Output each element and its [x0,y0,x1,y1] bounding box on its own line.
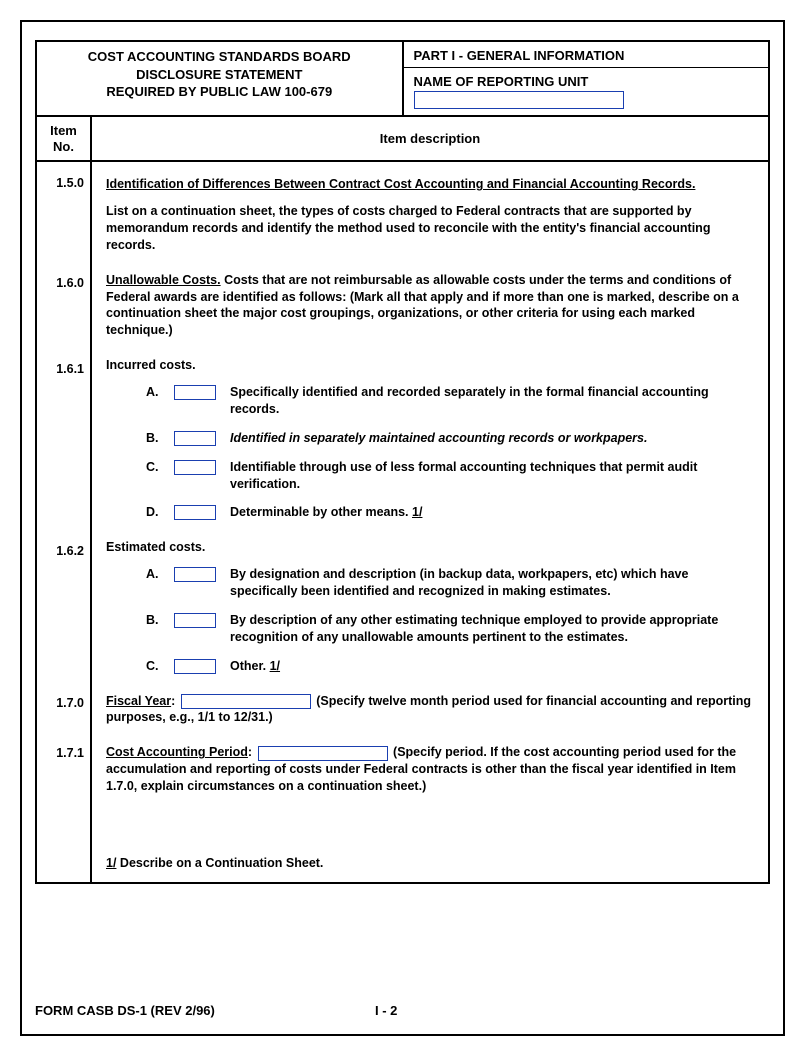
footnote: 1/ Describe on a Continuation Sheet. [106,855,754,872]
opt-162-c: Other. 1/ [230,658,754,675]
page-footer: FORM CASB DS-1 (REV 2/96) I - 2 [35,1003,735,1018]
title-170: Fiscal Year [106,694,171,708]
fiscal-year-input[interactable] [181,694,311,709]
header-line2: DISCLOSURE STATEMENT [47,66,392,84]
section-150: Identification of Differences Between Co… [106,176,754,254]
checkbox-161-d[interactable] [174,505,216,520]
section-160: Unallowable Costs. Costs that are not re… [106,272,754,340]
opt-161-a: Specifically identified and recorded sep… [230,384,754,418]
opt-162-b-letter: B. [146,612,174,629]
body-150: List on a continuation sheet, the types … [106,203,754,254]
opt-161-b: Identified in separately maintained acco… [230,430,754,447]
title-171: Cost Accounting Period [106,745,248,759]
item-no-150: 1.5.0 [37,176,84,190]
section-161: Incurred costs. A. Specifically identifi… [106,357,754,521]
checkbox-162-b[interactable] [174,613,216,628]
item-no-header: ItemNo. [37,117,92,160]
opt-162-c-letter: C. [146,658,174,675]
title-161: Incurred costs. [106,357,754,374]
section-170: Fiscal Year: (Specify twelve month perio… [106,693,754,727]
opt-162-b: By description of any other estimating t… [230,612,754,646]
form-body: 1.5.0 1.6.0 1.6.1 1.6.2 1.7.0 1.7.1 Iden… [37,162,768,882]
header-line1: COST ACCOUNTING STANDARDS BOARD [47,48,392,66]
form-container: COST ACCOUNTING STANDARDS BOARD DISCLOSU… [35,40,770,884]
item-no-170: 1.7.0 [37,696,84,710]
checkbox-162-c[interactable] [174,659,216,674]
opt-162-a: By designation and description (in backu… [230,566,754,600]
title-162: Estimated costs. [106,539,754,556]
item-no-161: 1.6.1 [37,362,84,376]
checkbox-161-a[interactable] [174,385,216,400]
cost-accounting-period-input[interactable] [258,746,388,761]
header-left: COST ACCOUNTING STANDARDS BOARD DISCLOSU… [37,42,404,115]
footnote-body: Describe on a Continuation Sheet. [116,856,323,870]
form-id: FORM CASB DS-1 (REV 2/96) [35,1003,215,1018]
section-162: Estimated costs. A. By designation and d… [106,539,754,674]
column-headers: ItemNo. Item description [37,117,768,162]
opt-161-c: Identifiable through use of less formal … [230,459,754,493]
item-number-column: 1.5.0 1.6.0 1.6.1 1.6.2 1.7.0 1.7.1 [37,162,92,882]
opt-161-b-letter: B. [146,430,174,447]
section-171: Cost Accounting Period: (Specify period.… [106,744,754,795]
checkbox-161-b[interactable] [174,431,216,446]
item-no-160: 1.6.0 [37,276,84,290]
item-no-162: 1.6.2 [37,544,84,558]
form-header: COST ACCOUNTING STANDARDS BOARD DISCLOSU… [37,42,768,117]
reporting-unit-label: NAME OF REPORTING UNIT [414,74,759,89]
header-right: PART I - GENERAL INFORMATION NAME OF REP… [404,42,769,115]
checkbox-162-a[interactable] [174,567,216,582]
description-column: Identification of Differences Between Co… [92,162,768,882]
opt-161-d-letter: D. [146,504,174,521]
part-title: PART I - GENERAL INFORMATION [414,48,759,63]
opt-161-d: Determinable by other means. 1/ [230,504,754,521]
item-no-171: 1.7.1 [37,746,84,760]
page-number: I - 2 [375,1003,397,1018]
checkbox-161-c[interactable] [174,460,216,475]
opt-161-a-letter: A. [146,384,174,401]
item-desc-header: Item description [92,117,768,160]
reporting-unit-input[interactable] [414,91,624,109]
header-line3: REQUIRED BY PUBLIC LAW 100-679 [47,83,392,101]
title-160: Unallowable Costs. [106,273,221,287]
title-150: Identification of Differences Between Co… [106,177,695,191]
opt-161-c-letter: C. [146,459,174,476]
opt-162-a-letter: A. [146,566,174,583]
footnote-ref: 1/ [106,856,116,870]
